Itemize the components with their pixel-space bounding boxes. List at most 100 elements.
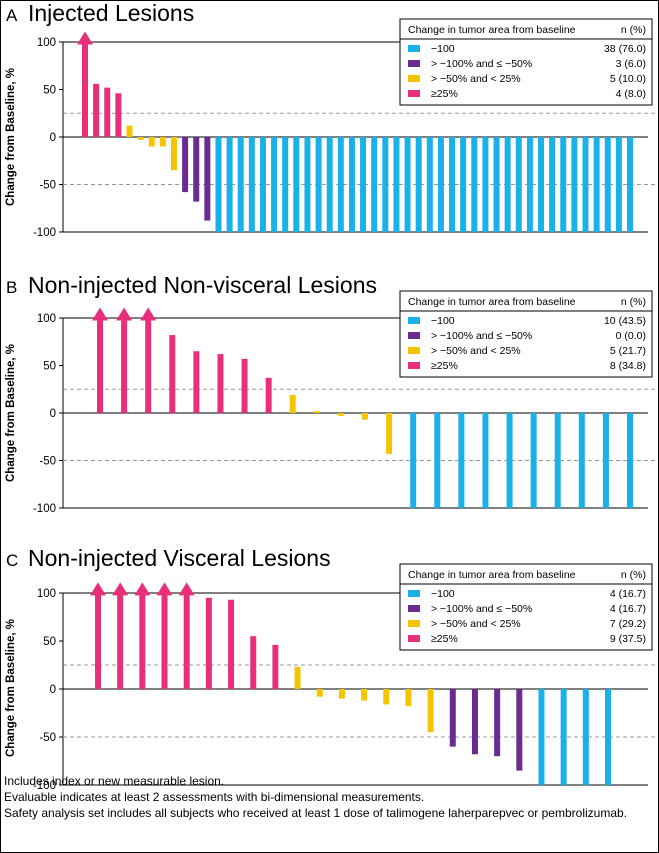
- legend: Change in tumor area from baseline n (%) −…: [399, 18, 653, 106]
- panel-letter: B: [6, 278, 17, 297]
- bar: [265, 377, 272, 413]
- bar: [526, 137, 533, 232]
- panel-title: Non-injected Visceral Lesions: [28, 545, 331, 571]
- bar: [410, 413, 417, 508]
- bar: [449, 689, 456, 747]
- legend-label: > −50% and < 25%: [431, 73, 521, 85]
- legend-value: 38 (76.0): [604, 43, 646, 55]
- bar: [538, 137, 545, 232]
- legend-label: ≥25%: [431, 360, 458, 372]
- bar: [204, 137, 211, 221]
- bar: [97, 318, 103, 413]
- bar: [259, 137, 266, 232]
- bar: [482, 137, 489, 232]
- y-tick-label: 0: [50, 132, 56, 144]
- legend-value: 8 (34.8): [610, 360, 646, 372]
- bar: [215, 137, 222, 232]
- bar-arrowhead: [134, 582, 151, 596]
- bar: [604, 137, 611, 232]
- bar: [582, 137, 589, 232]
- bar: [471, 137, 478, 232]
- bar: [560, 689, 567, 785]
- legend-label: > −100% and ≤ −50%: [431, 58, 532, 70]
- bar: [434, 413, 441, 508]
- legend-label: −100: [431, 315, 455, 327]
- bar: [494, 689, 501, 757]
- legend-header: Change in tumor area from baseline: [408, 24, 576, 36]
- bar: [471, 689, 478, 755]
- legend-box: [399, 18, 653, 106]
- bar-arrowhead: [77, 31, 93, 45]
- legend-value: 5 (10.0): [610, 73, 646, 85]
- bar: [148, 137, 155, 147]
- legend-label: > −50% and < 25%: [431, 345, 521, 357]
- y-tick-label: 0: [50, 408, 56, 420]
- bar: [337, 413, 344, 416]
- bar: [382, 137, 389, 232]
- legend-value: 10 (43.5): [604, 315, 646, 327]
- bar: [272, 644, 279, 689]
- legend-box: [399, 290, 653, 378]
- y-tick-label: -50: [39, 180, 56, 192]
- bar: [360, 137, 367, 232]
- bar: [271, 137, 278, 232]
- footnotes: Includes index or new measurable lesion.…: [4, 773, 659, 821]
- legend-value: 4 (8.0): [616, 88, 646, 100]
- bar: [293, 137, 300, 232]
- bar: [338, 689, 345, 699]
- bar: [554, 413, 561, 508]
- bar: [183, 593, 190, 689]
- bar: [593, 137, 600, 232]
- bar: [427, 689, 434, 733]
- bar: [362, 413, 368, 420]
- panel-c-non-injected-visceral: C Non-injected Visceral Lesions Change fro…: [5, 545, 656, 792]
- bar: [578, 413, 585, 508]
- y-tick-label: 50: [43, 361, 56, 373]
- legend-label: ≥25%: [431, 88, 458, 100]
- bar: [615, 137, 622, 232]
- bar: [516, 689, 523, 771]
- bar: [371, 137, 378, 232]
- legend-swatch: [408, 75, 420, 82]
- y-tick-label: -100: [33, 780, 56, 792]
- bar: [582, 689, 589, 785]
- legend-swatch: [408, 317, 420, 324]
- bar-arrowhead: [90, 582, 106, 596]
- legend-value: 3 (6.0): [616, 58, 646, 70]
- legend-swatch: [408, 635, 420, 642]
- legend-label: −100: [431, 588, 455, 600]
- bar: [193, 137, 200, 202]
- legend-swatch: [408, 90, 420, 97]
- bar: [93, 83, 100, 137]
- legend-value: 4 (16.7): [610, 603, 646, 615]
- bar: [145, 318, 152, 413]
- bar: [383, 689, 390, 705]
- bar: [386, 413, 393, 454]
- legend-label: ≥25%: [431, 633, 458, 645]
- bar: [237, 137, 244, 232]
- bar: [304, 137, 311, 232]
- legend: Change in tumor area from baseline n (%) −…: [399, 290, 653, 378]
- bar: [530, 413, 537, 508]
- bar: [226, 137, 233, 232]
- y-tick-label: -100: [33, 503, 56, 515]
- bar: [560, 137, 567, 232]
- bar: [460, 137, 467, 232]
- bar: [161, 593, 168, 689]
- legend-swatch: [408, 45, 420, 52]
- legend-value: 0 (0.0): [616, 330, 646, 342]
- bar: [159, 137, 166, 147]
- bar: [205, 597, 212, 689]
- legend-label: > −100% and ≤ −50%: [431, 330, 532, 342]
- legend-box: [399, 563, 653, 651]
- legend-header: Change in tumor area from baseline: [408, 296, 576, 308]
- bar-arrowhead: [178, 582, 195, 596]
- bar: [405, 689, 412, 707]
- bar: [515, 137, 522, 232]
- bar: [415, 137, 422, 232]
- footnote-3: Safety analysis set includes all subject…: [4, 806, 628, 820]
- bar: [248, 137, 255, 232]
- legend-n-header: n (%): [621, 296, 646, 308]
- bar: [315, 137, 322, 232]
- bar: [193, 351, 200, 413]
